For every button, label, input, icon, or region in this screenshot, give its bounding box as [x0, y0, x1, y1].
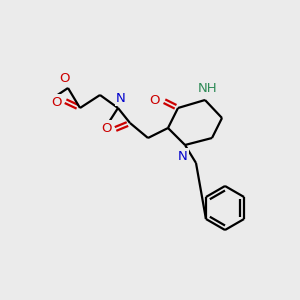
Text: NH: NH [198, 82, 218, 95]
Text: N: N [178, 149, 188, 163]
Text: O: O [101, 122, 111, 134]
Text: N: N [116, 92, 126, 104]
Text: O: O [51, 95, 61, 109]
Text: O: O [60, 73, 70, 85]
Text: O: O [150, 94, 160, 106]
